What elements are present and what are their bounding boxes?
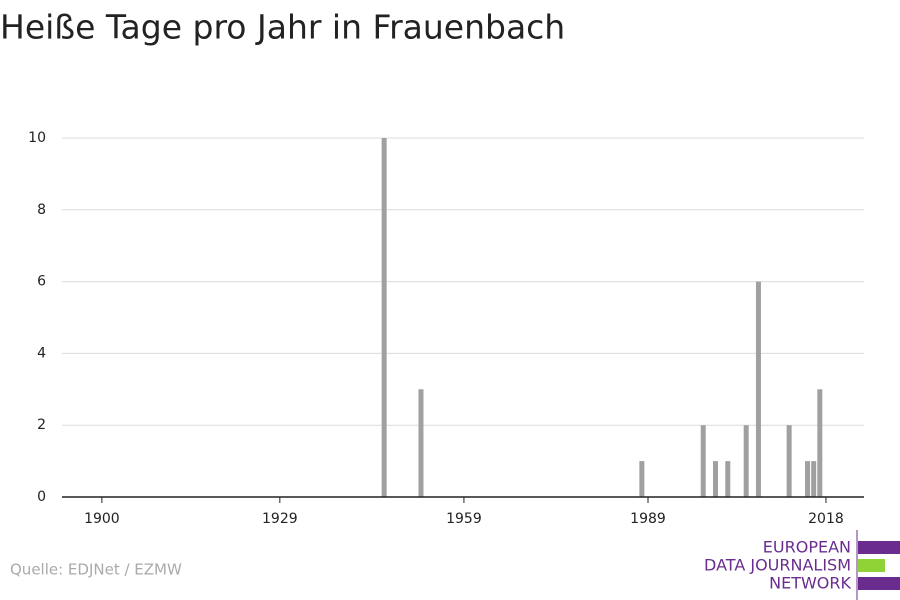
logo-bar <box>858 541 900 554</box>
bar <box>700 425 706 497</box>
bar <box>817 389 823 497</box>
logo-text: EUROPEAN <box>763 538 851 557</box>
x-tick-label: 1989 <box>630 511 666 527</box>
bar <box>418 389 424 497</box>
bar <box>755 281 761 497</box>
bar <box>713 461 719 497</box>
y-tick-label: 8 <box>37 202 46 218</box>
y-tick-label: 0 <box>37 489 46 505</box>
x-tick-label: 2018 <box>808 511 844 527</box>
logo: EUROPEAN DATA JOURNALISM NETWORK <box>704 530 900 600</box>
x-tick-label: 1959 <box>446 511 482 527</box>
logo-text: NETWORK <box>769 574 851 593</box>
bar <box>743 425 749 497</box>
bar <box>725 461 731 497</box>
x-tick-label: 1900 <box>84 511 120 527</box>
source: Quelle: EDJNet / EZMW <box>10 561 182 579</box>
bar <box>639 461 645 497</box>
bar <box>805 461 811 497</box>
y-tick-label: 2 <box>37 417 46 433</box>
bar <box>811 461 817 497</box>
y-tick-label: 4 <box>37 345 46 361</box>
bar <box>381 138 387 497</box>
chart-title: Heiße Tage pro Jahr in Frauenbach <box>0 8 565 47</box>
logo-bar <box>858 559 885 572</box>
bar <box>786 425 792 497</box>
logo-text: DATA JOURNALISM <box>704 556 851 575</box>
y-tick-label: 10 <box>28 130 46 146</box>
y-tick-label: 6 <box>37 274 46 290</box>
logo-bar <box>858 577 900 590</box>
x-tick-label: 1929 <box>262 511 298 527</box>
